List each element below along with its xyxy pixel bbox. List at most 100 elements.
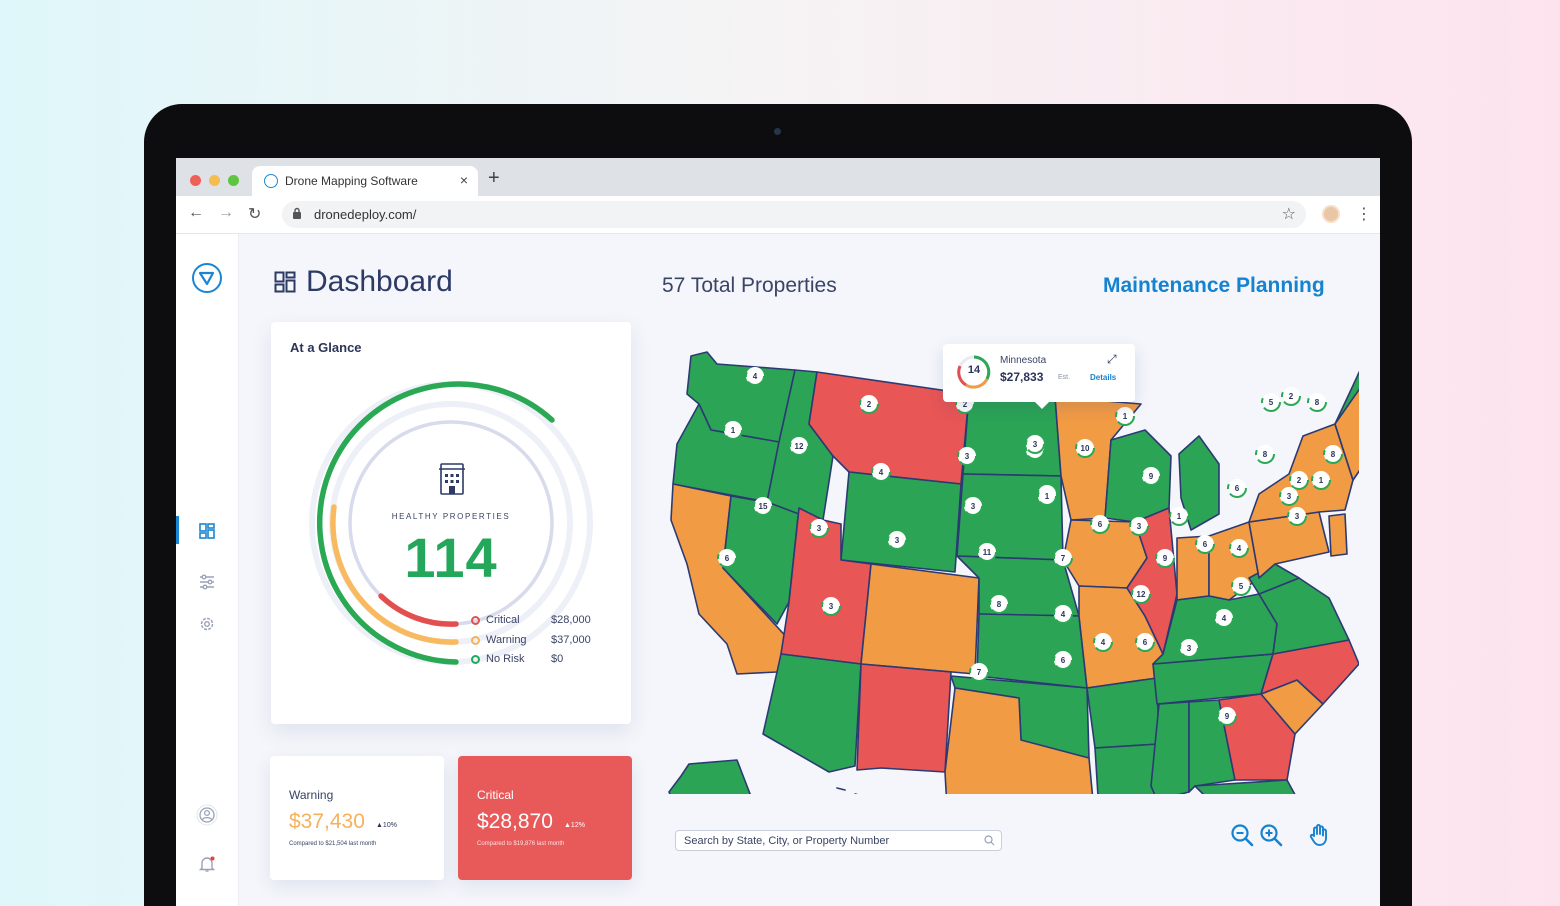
state-kansas[interactable] [976,613,1088,689]
critical-ring-icon [471,616,480,625]
property-marker[interactable]: 15 [753,496,773,516]
property-marker[interactable]: 8 [1307,392,1327,412]
tab-close-icon[interactable]: × [459,172,468,188]
property-marker[interactable]: 12 [1131,584,1151,604]
search-input[interactable] [684,833,974,848]
marker-label: 1 [1177,512,1182,521]
state-florida[interactable] [1194,779,1331,794]
user-profile-icon[interactable] [196,804,218,826]
search-icon[interactable] [984,835,995,846]
state-colorado[interactable] [860,563,980,675]
property-marker[interactable]: 1 [1311,470,1331,490]
property-marker[interactable]: 8 [989,594,1009,614]
profile-avatar[interactable] [1322,205,1340,223]
property-marker[interactable]: 3 [963,496,983,516]
state-wyoming[interactable] [840,471,962,573]
minimize-window-button[interactable] [209,175,220,186]
state-new-jersey[interactable] [1328,513,1348,557]
state-arizona[interactable] [762,653,862,773]
property-marker[interactable]: 4 [1214,608,1234,628]
state-vermont-nh[interactable] [1334,384,1359,481]
notification-bell-icon[interactable] [198,855,216,873]
dashboard-grid-icon[interactable] [198,522,216,540]
sliders-icon[interactable] [198,573,216,591]
state-wisconsin[interactable] [1104,429,1172,523]
back-arrow-icon[interactable]: ← [188,204,204,221]
state-hawaii[interactable] [836,787,891,794]
tooltip-details-link[interactable]: Details [1090,373,1117,382]
app-logo-icon[interactable] [192,263,222,293]
property-marker[interactable]: 6 [1135,632,1155,652]
pan-hand-icon[interactable] [1306,822,1332,848]
browser-tab[interactable]: Drone Mapping Software × [252,166,478,196]
property-marker[interactable]: 6 [1090,514,1110,534]
marker-label: 6 [725,554,730,563]
property-marker[interactable]: 5 [1231,576,1251,596]
new-tab-button[interactable]: + [488,167,500,189]
maximize-window-button[interactable] [228,175,239,186]
browser-menu-icon[interactable]: ⋮ [1356,206,1372,223]
state-texas[interactable] [944,687,1095,794]
property-marker[interactable]: 8 [1323,444,1343,464]
state-arkansas[interactable] [1086,677,1160,749]
property-marker[interactable]: 6 [1053,650,1073,670]
property-marker[interactable]: 8 [1255,444,1275,464]
maintenance-planning-link[interactable]: Maintenance Planning [1103,274,1325,297]
reload-icon[interactable]: ↻ [248,206,262,223]
property-marker[interactable]: 1 [1115,406,1135,426]
state-alaska[interactable] [668,759,779,794]
state-mississippi[interactable] [1150,701,1190,794]
state-illinois[interactable] [1126,507,1178,655]
property-marker[interactable]: 4 [745,366,765,386]
zoom-in-icon[interactable] [1258,822,1284,848]
property-marker[interactable]: 9 [1155,548,1175,568]
search-box[interactable] [675,830,1002,851]
property-marker[interactable]: 4 [871,462,891,482]
property-marker[interactable]: 3 [887,530,907,550]
property-marker[interactable]: 9 [1217,706,1237,726]
property-marker[interactable]: 1 [723,420,743,440]
critical-change: ▲12% [564,822,585,829]
property-marker[interactable]: 7 [1053,548,1073,568]
property-marker[interactable]: 1 [1037,486,1057,506]
property-marker[interactable]: 7 [969,662,989,682]
state-new-mexico[interactable] [856,663,952,773]
critical-card[interactable]: Critical $28,870 ▲12% Compared to $19,87… [458,756,632,880]
legend-value: $0 [551,653,564,665]
property-marker[interactable]: 3 [809,518,829,538]
property-marker[interactable]: 10 [1075,438,1095,458]
state-georgia[interactable] [1218,693,1296,781]
property-marker[interactable]: 12 [789,436,809,456]
property-marker[interactable]: 3 [957,446,977,466]
property-marker[interactable]: 6 [1227,478,1247,498]
property-marker[interactable]: 3 [821,596,841,616]
property-marker[interactable]: 2 [1281,386,1301,406]
expand-icon[interactable]: ⤢ [1107,352,1117,366]
property-marker[interactable]: 9 [1141,466,1161,486]
bookmark-star-icon[interactable]: ☆ [1281,206,1296,223]
state-pennsylvania[interactable] [1248,511,1330,579]
url-field[interactable]: dronedeploy.com/ ☆ [282,201,1306,228]
property-marker[interactable]: 2 [859,394,879,414]
warning-card[interactable]: Warning $37,430 ▲10% Compared to $21,504… [270,756,444,880]
property-marker[interactable]: 6 [717,548,737,568]
us-map[interactable]: 4112242315333633611787461310163916912644… [659,324,1359,794]
property-marker[interactable]: 3 [1129,516,1149,536]
property-marker[interactable]: 11 [977,542,997,562]
property-marker[interactable]: 4 [1053,604,1073,624]
property-marker[interactable]: 2 [1289,470,1309,490]
state-michigan[interactable] [1178,435,1220,531]
property-marker[interactable]: 3 [1179,638,1199,658]
gear-icon[interactable] [198,615,216,633]
zoom-out-icon[interactable] [1229,822,1255,848]
property-marker[interactable]: 3 [1279,486,1299,506]
property-marker[interactable]: 4 [1229,538,1249,558]
property-marker[interactable]: 1 [1169,506,1189,526]
property-marker[interactable]: 4 [1093,632,1113,652]
property-marker[interactable]: 3 [1025,434,1045,454]
property-marker[interactable]: 5 [1261,392,1281,412]
close-window-button[interactable] [190,175,201,186]
forward-arrow-icon[interactable]: → [218,204,234,221]
property-marker[interactable]: 6 [1195,534,1215,554]
property-marker[interactable]: 3 [1287,506,1307,526]
